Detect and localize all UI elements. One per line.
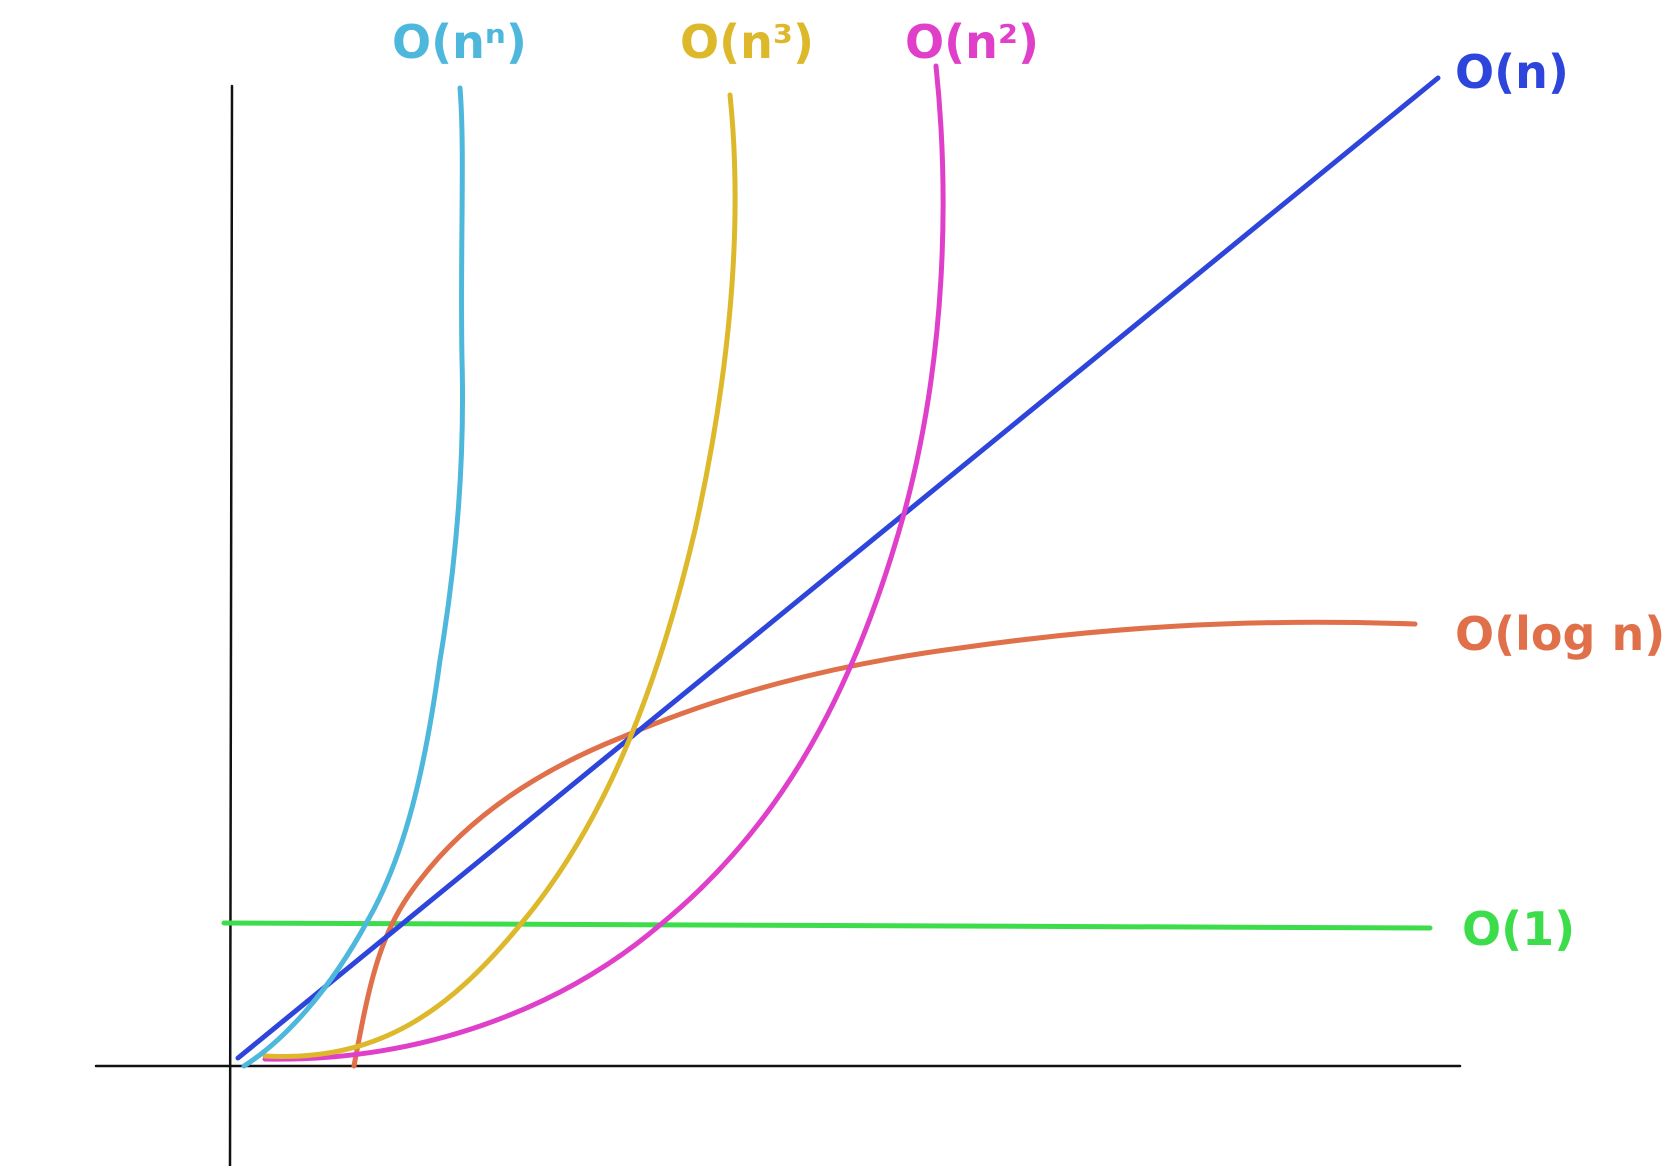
label-o-n-cubed: O(n³) (680, 15, 814, 69)
label-o-1: O(1) (1462, 902, 1575, 956)
label-o-log-n: O(log n) (1455, 607, 1665, 661)
y-axis (228, 84, 234, 1166)
curve-o-n-cubed (262, 92, 738, 1059)
curve-o-n (235, 75, 1441, 1061)
label-o-n: O(n) (1455, 45, 1569, 99)
curve-o-log-n (351, 619, 1418, 1069)
curve-o-n-squared (262, 63, 946, 1062)
label-o-n-squared: O(n²) (905, 15, 1039, 69)
curve-o-1 (221, 920, 1433, 931)
curve-o-n-to-the-n (241, 85, 466, 1069)
label-o-n-to-the-n: O(nⁿ) (392, 15, 527, 69)
